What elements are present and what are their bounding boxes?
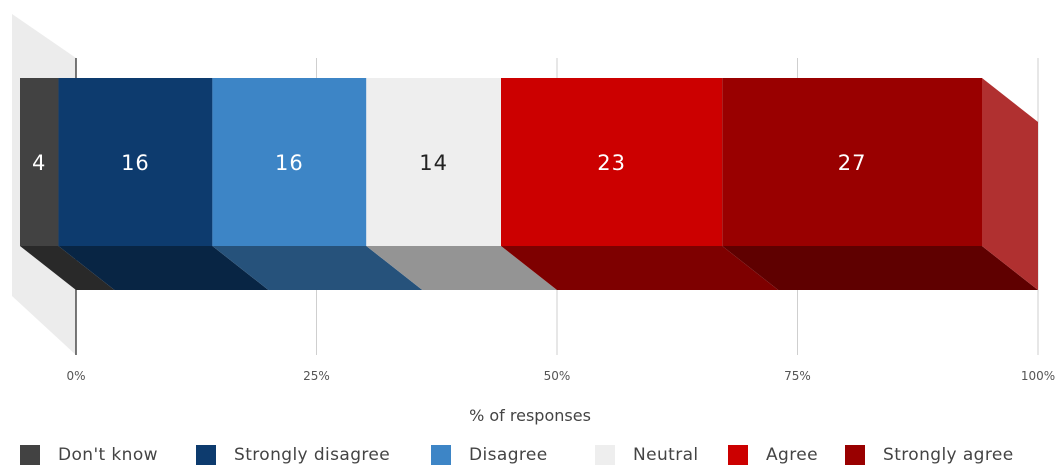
x-axis-label: % of responses (469, 406, 591, 425)
bar-bottom-face (212, 246, 423, 290)
legend-item: Neutral (595, 444, 699, 466)
legend-item: Strongly agree (845, 444, 1014, 466)
legend-swatch (595, 445, 615, 465)
x-tick-label: 100% (1021, 369, 1055, 383)
bar-segment (501, 78, 723, 246)
data-label: 4 (32, 151, 46, 175)
bar-segment (58, 78, 213, 246)
data-label: 16 (121, 151, 150, 175)
legend: Don't know Strongly disagree Disagree Neutr… (20, 444, 1060, 466)
legend-label: Don't know (58, 445, 158, 465)
legend-label: Neutral (633, 445, 699, 465)
x-tick-label: 75% (784, 369, 811, 383)
legend-swatch (20, 445, 40, 465)
data-label: 23 (597, 151, 626, 175)
legend-item: Strongly disagree (196, 444, 390, 466)
bar-bottom-face (501, 246, 779, 290)
bar-end-face (982, 78, 1038, 290)
legend-swatch (728, 445, 748, 465)
legend-label: Agree (766, 445, 818, 465)
x-tick-label: 50% (544, 369, 571, 383)
bar-bottom-face (722, 246, 1038, 290)
legend-label: Strongly disagree (234, 445, 391, 465)
bar-segment (212, 78, 367, 246)
legend-swatch (845, 445, 865, 465)
legend-swatch (196, 445, 216, 465)
data-label: 27 (838, 151, 867, 175)
data-label: 16 (275, 151, 304, 175)
legend-label: Disagree (469, 445, 548, 465)
legend-item: Disagree (431, 444, 548, 466)
data-label: 14 (419, 151, 448, 175)
x-tick-label: 0% (66, 369, 85, 383)
bar-segment (722, 78, 982, 246)
bar-bottom-face (58, 246, 269, 290)
bar-segment (20, 78, 59, 246)
bar-bottom-face (366, 246, 557, 290)
legend-label: Strongly agree (883, 445, 1014, 465)
legend-item: Agree (728, 444, 818, 466)
x-tick-label: 25% (303, 369, 330, 383)
bar-bottom-face (20, 246, 115, 290)
legend-swatch (431, 445, 451, 465)
legend-item: Don't know (20, 444, 158, 466)
bar-segment (366, 78, 501, 246)
